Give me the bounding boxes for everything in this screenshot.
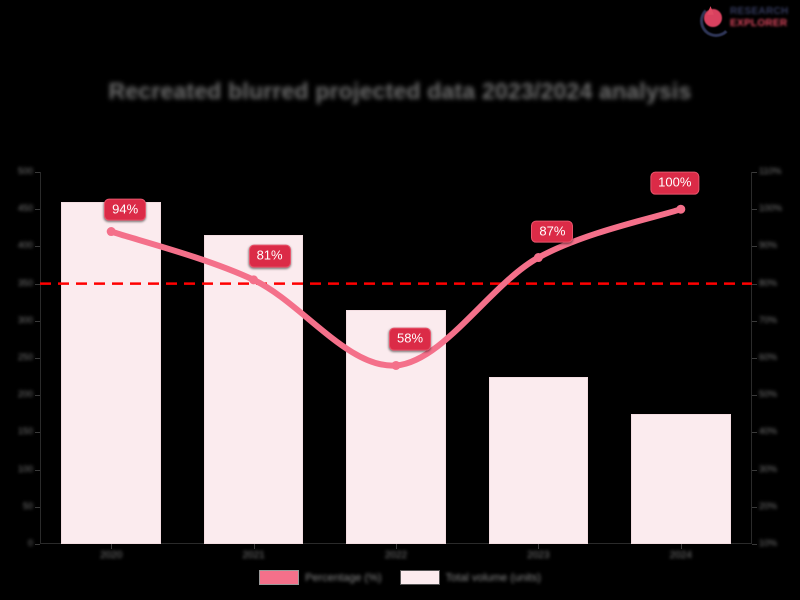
y-axis-left-tick: [35, 469, 40, 471]
y-axis-right-tick-label: 30%: [759, 463, 778, 474]
x-axis-label-2022: 2022: [384, 550, 408, 561]
y-axis-right-tick: [752, 395, 757, 397]
plot-area: 500 450 400 350 300 250 200 150 100 50 0 110% 100% 9…: [18, 166, 782, 561]
y-axis-left-tick: [35, 506, 40, 508]
y-axis-left-tick: [35, 209, 40, 211]
y-axis-right-tick-label: 110%: [759, 166, 782, 176]
brand-logo[interactable]: RESEARCH EXPLORER: [700, 3, 792, 37]
legend-label-bar-series: Total volume (units): [445, 571, 541, 584]
y-axis-right-tick-label: 20%: [759, 500, 778, 511]
y-axis-left-tick-label: 200: [17, 389, 33, 400]
data-label-2021: 81%: [248, 244, 291, 268]
y-axis-left-line: [40, 172, 41, 544]
bar-2021[interactable]: [203, 235, 304, 544]
y-axis-left-tick-label: 450: [17, 203, 33, 214]
data-point-2023[interactable]: [533, 253, 543, 263]
chart-title: Recreated blurred projected data 2023/20…: [108, 78, 692, 104]
brand-name-line2: EXPLORER: [730, 18, 788, 29]
y-axis-right-tick-label: 70%: [759, 314, 778, 325]
x-axis-label-2021: 2021: [242, 550, 265, 561]
y-axis-left-tick-label: 50: [22, 500, 33, 511]
data-label-2020: 94%: [104, 198, 147, 221]
y-axis-left-tick: [35, 320, 40, 322]
y-axis-left-tick: [35, 544, 40, 545]
y-axis-right-tick-label: 10%: [759, 538, 778, 548]
y-axis-left-tick: [35, 395, 40, 397]
y-axis-right-tick-label: 40%: [759, 426, 778, 437]
legend-label-line-series: Percentage (%): [305, 571, 382, 584]
y-axis-right-tick: [752, 172, 757, 173]
y-axis-right-tick: [752, 358, 757, 359]
data-point-2024[interactable]: [676, 204, 686, 214]
y-axis-left-tick-label: 400: [17, 240, 33, 251]
y-axis-right-tick: [752, 209, 757, 211]
y-axis-right-tick: [752, 283, 757, 285]
y-axis-right-tick-label: 100%: [759, 203, 783, 214]
y-axis-left-tick: [35, 172, 40, 173]
legend-swatch-bar-series: [399, 570, 440, 585]
y-axis-right-tick-label: 90%: [759, 240, 778, 251]
legend-item-line-series[interactable]: Percentage (%): [259, 570, 382, 585]
y-axis-right-tick: [752, 469, 757, 471]
x-axis-tick: [111, 544, 113, 549]
y-axis-right-tick: [752, 246, 757, 248]
data-label-2022: 58%: [388, 328, 432, 351]
bar-2023[interactable]: [488, 376, 589, 544]
y-axis-left-tick: [35, 283, 40, 285]
y-axis-left-tick: [35, 246, 40, 248]
x-axis-label-2023: 2023: [527, 550, 550, 561]
y-axis-right-tick: [752, 544, 757, 545]
x-axis-tick: [538, 544, 540, 549]
y-axis-left-tick-label: 350: [17, 277, 33, 288]
x-axis-tick: [680, 544, 682, 549]
brand-logo-text: RESEARCH EXPLORER: [730, 7, 789, 29]
y-axis-left-tick: [35, 432, 40, 434]
y-axis-left-tick-label: 100: [17, 463, 33, 474]
y-axis-right-tick: [752, 432, 757, 434]
y-axis-left-tick-label: 0: [27, 538, 33, 548]
brand-name-line1: RESEARCH: [730, 6, 789, 17]
y-axis-right-tick: [752, 506, 757, 508]
x-axis-tick: [253, 544, 255, 549]
legend-item-bar-series[interactable]: Total volume (units): [399, 570, 541, 585]
x-axis-tick: [396, 544, 397, 549]
data-label-2023: 87%: [531, 220, 574, 243]
legend-swatch-line-series: [259, 570, 300, 585]
y-axis-right-tick-label: 60%: [759, 352, 778, 362]
y-axis-left-tick-label: 150: [17, 426, 33, 437]
y-axis-right-tick: [752, 320, 757, 322]
x-axis-label-2020: 2020: [100, 550, 123, 561]
y-axis-right-tick-label: 50%: [759, 389, 778, 400]
y-axis-right-tick-label: 80%: [759, 277, 778, 288]
y-axis-left-tick-label: 250: [17, 352, 33, 362]
y-axis-right-line: [751, 172, 752, 544]
y-axis-left-tick: [35, 358, 40, 359]
bar-2020[interactable]: [61, 201, 162, 544]
circle-logo-icon: [700, 5, 732, 37]
data-label-2024: 100%: [650, 171, 700, 195]
y-axis-left-tick-label: 300: [17, 314, 33, 325]
x-axis-label-2024: 2024: [669, 550, 692, 561]
bar-2024[interactable]: [630, 413, 731, 544]
chart-legend: Percentage (%) Total volume (units): [0, 570, 800, 585]
y-axis-left-tick-label: 500: [17, 166, 33, 176]
